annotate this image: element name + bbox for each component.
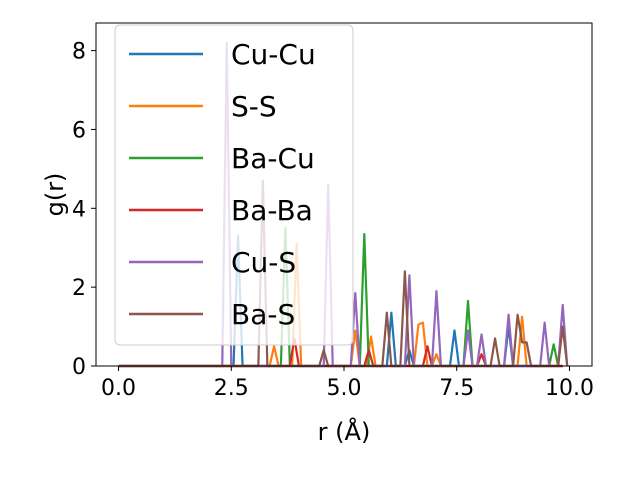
legend-label-1: S-S: [231, 90, 277, 123]
x-tick-label: 0.0: [101, 376, 136, 401]
legend-label-2: Ba-Cu: [231, 142, 315, 175]
y-tick-label: 8: [72, 40, 86, 65]
y-tick-label: 4: [72, 197, 86, 222]
y-tick-label: 0: [72, 355, 86, 380]
legend-box: [114, 24, 354, 346]
legend-label-3: Ba-Ba: [231, 194, 313, 227]
y-tick-label: 6: [72, 118, 86, 143]
x-ticks: 0.0 2.5 5.0 7.5 10.0: [101, 366, 594, 401]
x-tick-label: 10.0: [545, 376, 594, 401]
y-tick-label: 2: [72, 276, 86, 301]
legend-label-4: Cu-S: [231, 246, 296, 279]
legend-label-5: Ba-S: [231, 298, 295, 331]
x-tick-label: 2.5: [214, 376, 249, 401]
legend: Cu-Cu S-S Ba-Cu Ba-Ba Cu-S Ba-S: [114, 24, 354, 346]
x-tick-label: 5.0: [327, 376, 362, 401]
y-axis-label: g(r): [41, 173, 69, 217]
legend-label-0: Cu-Cu: [231, 38, 316, 71]
y-ticks: 0 2 4 6 8: [72, 40, 96, 380]
x-axis-label: r (Å): [318, 417, 371, 446]
x-tick-label: 7.5: [439, 376, 474, 401]
